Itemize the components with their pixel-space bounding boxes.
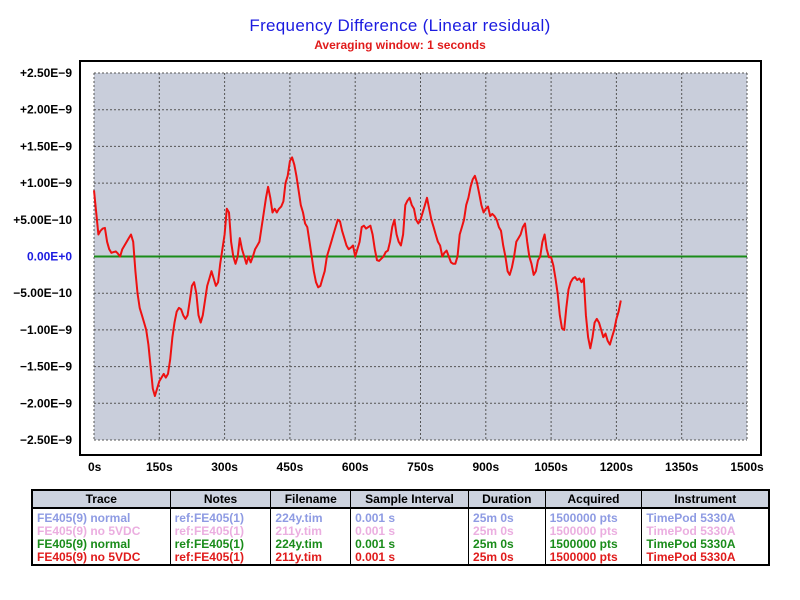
legend-cell-duration: 25m 0s (468, 525, 546, 538)
legend-cell-trace: FE405(9) normal (37, 511, 131, 525)
legend-header-row: Trace Notes Filename Sample Interval Dur… (32, 490, 769, 509)
chart-area: +2.50E−9 +2.00E−9 +1.50E−9 +1.00E−9 +5.00E−1… (13, 60, 764, 474)
legend-cell-duration: 25m 0s (468, 538, 546, 551)
x-tick-label: 600s (342, 460, 369, 474)
y-tick-label: −2.50E−9 (20, 433, 72, 447)
legend-cell-notes: ref:FE405(1) (169, 508, 271, 525)
legend-cell-sample-interval: 0.001 s (350, 508, 469, 525)
series-group (93, 156, 622, 397)
legend-cell-acquired: 1500000 pts (544, 525, 642, 538)
legend-cell-instrument: TimePod 5330A (641, 538, 769, 551)
y-tick-label: 0.00E+0 (27, 250, 72, 264)
legend-cell-instrument: TimePod 5330A (641, 525, 769, 538)
legend-cell-filename: 211y.tim (270, 525, 351, 538)
legend-header-acquired: Acquired (544, 490, 642, 509)
chart-title: Frequency Difference (Linear residual) (249, 16, 551, 35)
legend-cell-sample-interval: 0.001 s (350, 551, 469, 565)
legend-header-trace: Trace (32, 490, 171, 509)
legend-cell-duration: 25m 0s (468, 551, 546, 565)
legend-row[interactable]: FE405(9) normal ref:FE405(1) 224y.tim 0.… (32, 538, 769, 551)
x-tick-label: 900s (472, 460, 499, 474)
y-axis-ticks: +2.50E−9 +2.00E−9 +1.50E−9 +1.00E−9 +5.00E−1… (13, 66, 72, 447)
legend-cell-trace: FE405(9) no 5VDC (37, 551, 141, 564)
legend-cell-trace: FE405(9) no 5VDC (37, 525, 141, 538)
legend-cell-acquired: 1500000 pts (544, 551, 642, 565)
legend-row[interactable]: FE405(9) no 5VDC ref:FE405(1) 211y.tim 0… (32, 525, 769, 538)
trace-legend-table: Trace Notes Filename Sample Interval Dur… (31, 489, 770, 566)
legend-cell-filename: 224y.tim (270, 508, 351, 525)
legend-cell-notes: ref:FE405(1) (169, 551, 271, 565)
legend-header-duration: Duration (468, 490, 546, 509)
x-tick-label: 1200s (600, 460, 634, 474)
legend-cell-sample-interval: 0.001 s (350, 538, 469, 551)
chart-subtitle: Averaging window: 1 seconds (314, 38, 486, 52)
y-tick-label: −1.50E−9 (20, 360, 72, 374)
legend-cell-duration: 25m 0s (468, 508, 546, 525)
x-tick-label: 450s (277, 460, 304, 474)
y-tick-label: +1.00E−9 (20, 176, 72, 190)
y-tick-label: −5.00E−10 (13, 286, 72, 300)
x-tick-label: 150s (146, 460, 173, 474)
x-tick-label: 300s (211, 460, 238, 474)
x-tick-label: 1050s (534, 460, 568, 474)
legend-header-instrument: Instrument (641, 490, 769, 509)
legend-header-filename: Filename (270, 490, 351, 509)
legend-cell-trace: FE405(9) normal (37, 538, 131, 551)
y-tick-label: −2.00E−9 (20, 396, 72, 410)
legend-header-sample-interval: Sample Interval (350, 490, 469, 509)
legend-cell-notes: ref:FE405(1) (169, 538, 271, 551)
x-tick-label: 750s (407, 460, 434, 474)
legend-cell-filename: 224y.tim (270, 538, 351, 551)
x-axis-ticks: 0s 150s 300s 450s 600s 750s 900s 1050s 1200s 1350… (88, 460, 764, 474)
y-tick-label: +1.50E−9 (20, 139, 72, 153)
x-tick-label: 1350s (665, 460, 699, 474)
legend-cell-instrument: TimePod 5330A (641, 508, 769, 525)
legend-cell-notes: ref:FE405(1) (169, 525, 271, 538)
legend-row[interactable]: FE405(9) no 5VDC ref:FE405(1) 211y.tim 0… (32, 551, 769, 565)
legend-cell-instrument: TimePod 5330A (641, 551, 769, 565)
series-line (93, 156, 622, 397)
legend-cell-acquired: 1500000 pts (544, 508, 642, 525)
y-tick-label: +2.50E−9 (20, 66, 72, 80)
legend-cell-filename: 211y.tim (270, 551, 351, 565)
x-tick-label: 1500s (730, 460, 764, 474)
legend-cell-sample-interval: 0.001 s (350, 525, 469, 538)
y-tick-label: +5.00E−10 (13, 213, 72, 227)
x-tick-label: 0s (88, 460, 102, 474)
y-tick-label: −1.00E−9 (20, 323, 72, 337)
legend-header-notes: Notes (169, 490, 271, 509)
legend-cell-acquired: 1500000 pts (544, 538, 642, 551)
y-tick-label: +2.00E−9 (20, 103, 72, 117)
legend-row[interactable]: FE405(9) normal ref:FE405(1) 224y.tim 0.… (32, 508, 769, 525)
